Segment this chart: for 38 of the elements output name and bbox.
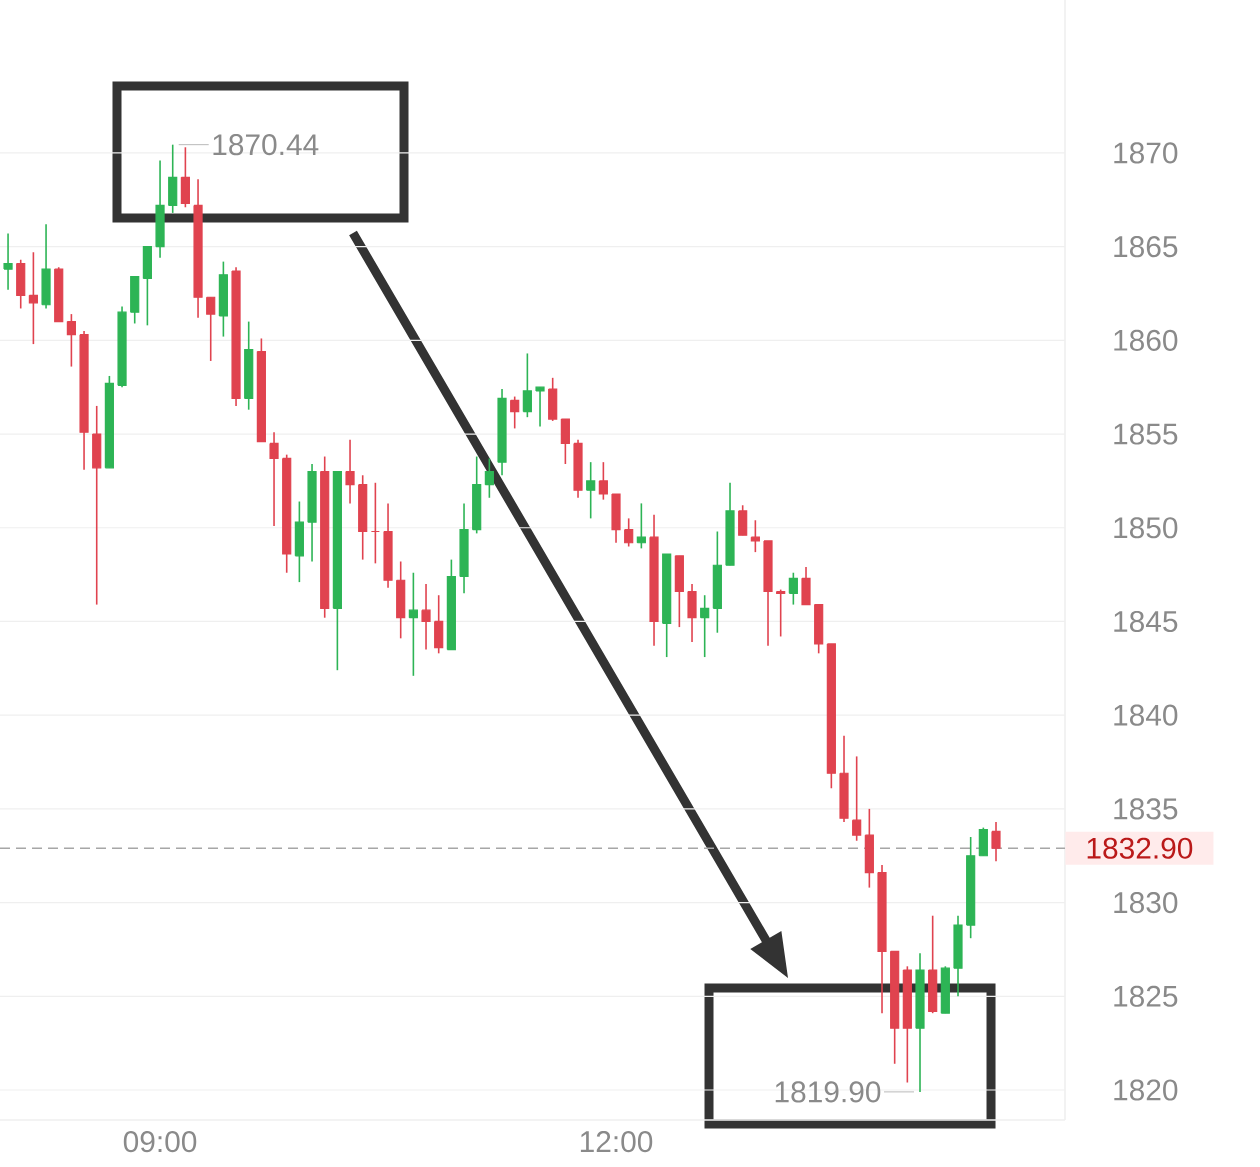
annotation: 1819.90: [775, 1081, 881, 1103]
candlestick: [624, 517, 634, 548]
candlestick: [421, 583, 431, 651]
candlestick: [788, 571, 798, 606]
annotation: 1870.44: [213, 134, 319, 156]
candlestick: [3, 232, 13, 291]
candlestick: [522, 352, 532, 418]
x-tick-label: 12:00: [580, 1131, 653, 1153]
y-tick-label: 1820: [1114, 1079, 1178, 1101]
candlestick: [269, 431, 279, 527]
candlestick: [345, 438, 355, 505]
candlestick: [28, 251, 38, 345]
ref-line-label: 1832.90: [1087, 837, 1193, 859]
candlestick: [586, 461, 596, 520]
y-tick-label: 1830: [1114, 892, 1178, 914]
y-tick-label: 1870: [1114, 142, 1178, 164]
candlestick: [636, 502, 646, 550]
y-tick-label: 1865: [1114, 236, 1178, 258]
candlestick: [484, 457, 494, 499]
candlestick: [408, 571, 418, 677]
candlestick: [535, 386, 545, 428]
candlestick: [206, 296, 216, 362]
y-tick-label: 1850: [1114, 517, 1178, 539]
candlestick: [852, 755, 862, 842]
y-tick-label: 1835: [1114, 798, 1178, 820]
candlestick: [66, 313, 76, 368]
y-tick-label: 1855: [1114, 423, 1178, 445]
candlestick: [776, 588, 786, 638]
candlestick: [598, 461, 608, 501]
candlestick: [750, 519, 760, 553]
candlestick: [510, 395, 520, 430]
candlestick: [991, 821, 1001, 863]
candlestick: [700, 594, 710, 658]
y-tick-label: 1825: [1114, 985, 1178, 1007]
x-tick-label: 09:00: [123, 1131, 197, 1153]
y-tick-label: 1845: [1114, 610, 1178, 633]
y-tick-label: 1840: [1114, 704, 1178, 726]
y-tick-label: 1860: [1114, 329, 1178, 351]
